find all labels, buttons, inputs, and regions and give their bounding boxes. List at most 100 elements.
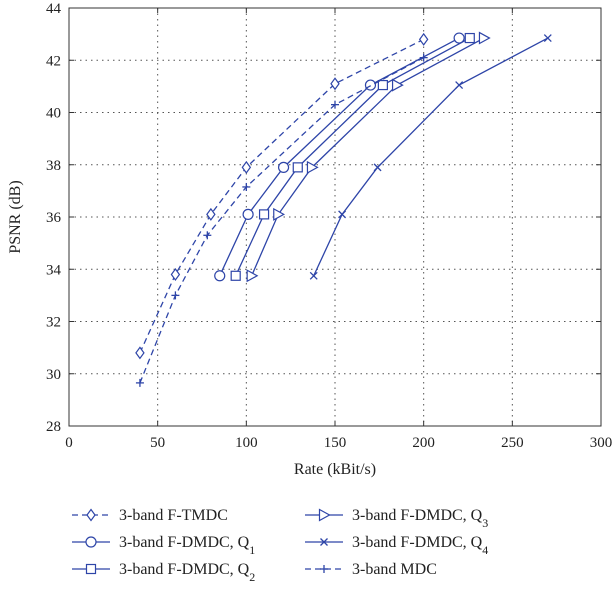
axis-ticks: 0 50 100 150 200 250 300 28 30 32 34 36 38 40 42 44 <box>46 1 612 451</box>
y-tick-label: 28 <box>46 419 61 435</box>
y-tick-label: 44 <box>46 1 62 17</box>
data-point <box>453 32 465 44</box>
series-6 <box>135 53 428 387</box>
x-marker-stroke <box>543 34 552 43</box>
x-tick-label: 100 <box>235 435 258 451</box>
legend-label-text: 3-band F-DMDC, Q <box>119 561 250 578</box>
data-point <box>170 267 181 281</box>
data-point <box>309 271 318 280</box>
data-point <box>373 163 382 172</box>
x-tick-label: 150 <box>324 435 347 451</box>
x-marker-stroke <box>373 163 382 172</box>
legend-swatch-marker <box>320 565 328 573</box>
data-point <box>478 31 491 45</box>
x-tick-label: 250 <box>501 435 524 451</box>
data-point <box>292 162 303 173</box>
series-4 <box>246 31 491 283</box>
y-tick-label: 30 <box>46 367 61 383</box>
data-point <box>206 207 216 221</box>
data-point <box>277 161 290 173</box>
y-tick-label: 42 <box>46 53 61 69</box>
legend-label: 3-band F-DMDC, Q1 <box>119 534 255 557</box>
y-tick-label: 34 <box>46 262 62 278</box>
legend-label-subscript: 1 <box>249 543 255 557</box>
series-3 <box>230 32 475 281</box>
x-tick-label: 0 <box>65 435 73 451</box>
data-point <box>418 32 429 46</box>
x-marker-stroke <box>320 538 328 546</box>
data-point <box>419 53 428 62</box>
x-tick-label: 50 <box>150 435 165 451</box>
data-point <box>135 346 145 360</box>
data-point <box>171 291 180 300</box>
legend-swatch-marker <box>320 538 328 546</box>
data-point <box>246 269 259 283</box>
data-point <box>455 81 464 90</box>
data-point <box>330 77 340 91</box>
data-point <box>391 78 404 92</box>
data-point <box>230 270 241 281</box>
data-point <box>377 79 388 91</box>
data-point <box>214 270 226 282</box>
series-line <box>139 38 424 354</box>
legend-item: 3-band F-DMDC, Q3 <box>305 507 488 530</box>
legend-label: 3-band F-DMDC, Q3 <box>352 507 488 530</box>
data-point <box>273 207 285 221</box>
x-axis-label: Rate (kBit/s) <box>294 461 376 478</box>
series-line <box>251 37 485 277</box>
legend-label-text: 3-band MDC <box>352 561 437 578</box>
legend-swatch-marker <box>85 536 97 548</box>
grid <box>69 8 601 426</box>
data-point <box>258 209 270 220</box>
legend-item: 3-band F-DMDC, Q2 <box>72 561 255 584</box>
legend-item: 3-band F-TMDC <box>72 507 228 524</box>
series-line <box>235 37 471 277</box>
x-marker-stroke <box>455 81 464 90</box>
legend-label: 3-band F-DMDC, Q2 <box>119 561 255 584</box>
data-point <box>203 231 212 240</box>
legend-label-text: 3-band F-DMDC, Q <box>352 507 483 524</box>
data-point <box>306 160 319 174</box>
y-tick-label: 36 <box>46 210 62 226</box>
legend-label: 3-band MDC <box>352 561 437 578</box>
y-axis-label: PSNR (dB) <box>7 180 24 253</box>
data-point <box>338 210 347 219</box>
y-tick-label: 40 <box>46 106 61 122</box>
series-lines <box>135 31 552 387</box>
data-point <box>242 182 251 191</box>
legend-label-text: 3-band F-DMDC, Q <box>119 534 250 551</box>
x-tick-label: 300 <box>590 435 613 451</box>
data-point <box>464 32 475 44</box>
x-marker-stroke <box>338 210 347 219</box>
legend-swatch-marker <box>86 508 96 522</box>
data-point <box>543 34 552 43</box>
series-line <box>139 57 424 384</box>
legend-label-subscript: 3 <box>482 516 488 530</box>
legend-label: 3-band F-DMDC, Q4 <box>352 534 488 557</box>
legend-item: 3-band F-DMDC, Q1 <box>72 534 255 557</box>
legend-label-text: 3-band F-DMDC, Q <box>352 534 483 551</box>
x-tick-label: 200 <box>412 435 435 451</box>
series-1 <box>135 32 429 360</box>
legend-item: 3-band MDC <box>305 561 437 578</box>
data-point <box>331 100 339 109</box>
legend-label-subscript: 2 <box>249 570 255 584</box>
x-marker-stroke <box>309 271 318 280</box>
legend-swatch-marker <box>85 563 97 575</box>
series-2 <box>214 32 465 282</box>
data-point <box>241 160 252 174</box>
legend-label-text: 3-band F-TMDC <box>119 507 228 524</box>
legend-label-subscript: 4 <box>482 543 488 557</box>
legend-label: 3-band F-TMDC <box>119 507 228 524</box>
y-tick-label: 32 <box>46 315 61 331</box>
legend-item: 3-band F-DMDC, Q4 <box>305 534 488 557</box>
data-point <box>364 79 377 91</box>
legend-swatch-marker <box>318 508 331 522</box>
data-point <box>242 208 254 220</box>
y-tick-label: 38 <box>46 158 61 174</box>
data-point <box>135 378 144 387</box>
series-5 <box>309 34 552 280</box>
